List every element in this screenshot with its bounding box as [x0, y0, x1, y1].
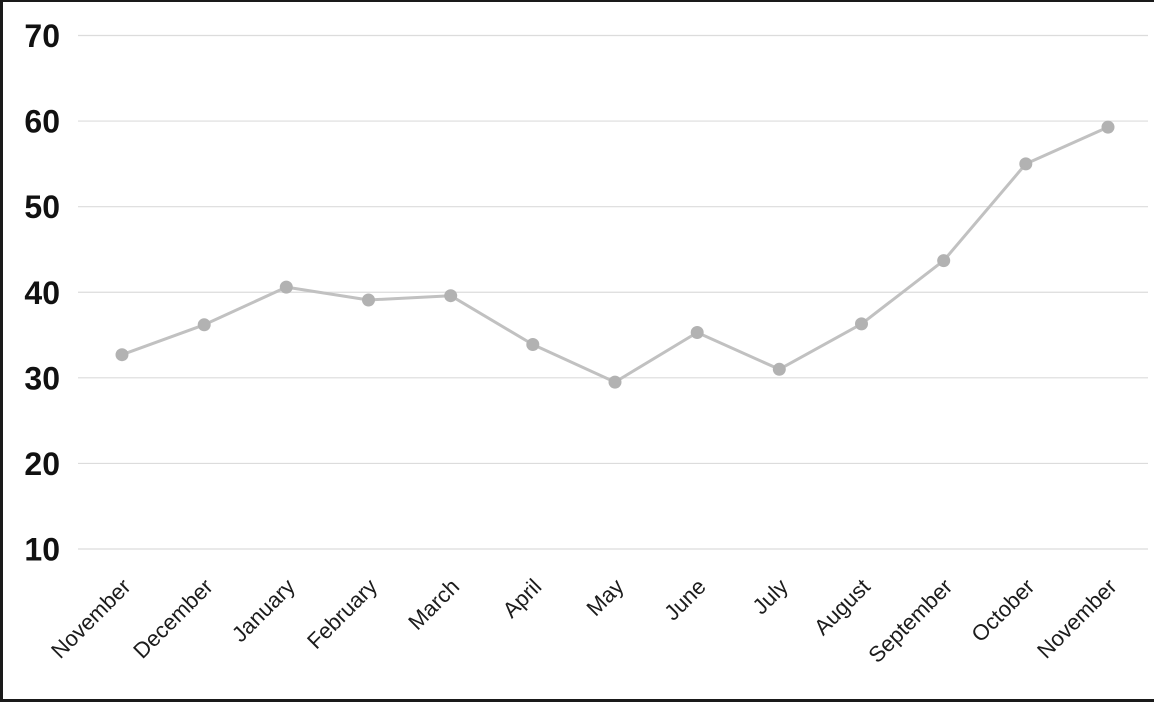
- data-point-marker: [197, 318, 211, 332]
- y-axis-tick-label: 30: [24, 360, 60, 396]
- x-axis-tick-label: March: [403, 574, 464, 635]
- y-axis-tick-label: 60: [24, 104, 60, 140]
- data-point-marker: [1101, 120, 1115, 134]
- x-axis-tick-label: February: [302, 574, 382, 654]
- y-axis-tick-label: 20: [24, 446, 60, 482]
- x-axis-tick-label: November: [1032, 574, 1121, 663]
- x-axis-tick-label: June: [659, 574, 710, 625]
- x-axis-tick-label: November: [46, 574, 135, 663]
- x-axis-tick-label: May: [581, 574, 628, 621]
- data-point-marker: [362, 293, 375, 307]
- y-axis-tick-label: 70: [24, 18, 60, 54]
- x-axis-tick-label: September: [863, 574, 957, 668]
- x-axis-tick-label: August: [809, 574, 875, 640]
- x-axis-tick-label: December: [128, 574, 217, 663]
- data-point-marker: [772, 362, 786, 376]
- x-axis-tick-label: January: [227, 574, 300, 647]
- x-axis-tick-label: October: [966, 574, 1039, 647]
- series-line: [120, 125, 1110, 384]
- x-axis-tick-label: April: [498, 574, 547, 623]
- data-point-marker: [608, 375, 622, 389]
- data-point-marker: [526, 338, 540, 351]
- data-point-marker: [937, 254, 951, 268]
- data-point-marker: [1019, 157, 1033, 171]
- y-axis-tick-label: 10: [24, 532, 60, 568]
- x-axis-tick-label: July: [748, 574, 793, 619]
- data-point-marker: [444, 289, 458, 303]
- y-axis-tick-label: 40: [24, 275, 60, 311]
- data-point-marker: [855, 317, 868, 331]
- data-point-marker: [115, 348, 129, 362]
- data-point-marker: [690, 326, 704, 339]
- data-point-marker: [279, 280, 293, 294]
- y-axis-tick-label: 50: [24, 189, 60, 225]
